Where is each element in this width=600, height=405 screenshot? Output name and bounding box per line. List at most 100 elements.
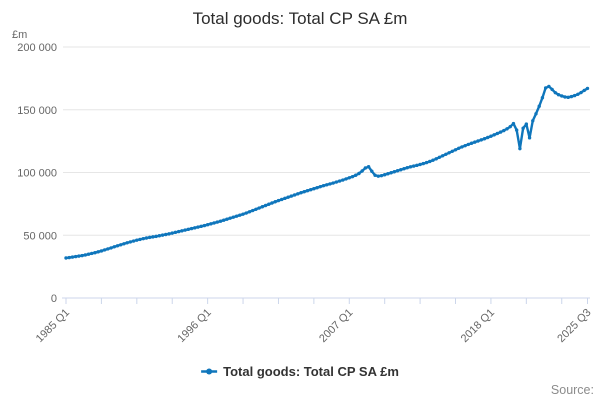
series-point[interactable]: [495, 131, 500, 136]
series-point[interactable]: [312, 186, 316, 191]
series-point[interactable]: [569, 94, 574, 99]
series-point[interactable]: [437, 155, 442, 160]
series-point[interactable]: [453, 148, 458, 152]
series-point[interactable]: [363, 166, 368, 170]
series-point[interactable]: [347, 176, 351, 180]
series-point[interactable]: [543, 86, 548, 90]
series-point[interactable]: [106, 247, 110, 251]
series-point[interactable]: [112, 245, 116, 249]
series-point[interactable]: [212, 221, 216, 225]
series-point[interactable]: [215, 220, 219, 224]
series-point[interactable]: [279, 197, 284, 202]
series-point[interactable]: [77, 254, 81, 258]
series-point[interactable]: [411, 164, 416, 168]
series-point[interactable]: [289, 194, 294, 198]
series-point[interactable]: [251, 208, 255, 213]
series-point[interactable]: [131, 239, 136, 243]
series-point[interactable]: [428, 159, 432, 164]
series-point[interactable]: [321, 183, 326, 188]
series-point[interactable]: [502, 128, 506, 133]
series-point[interactable]: [585, 86, 590, 91]
series-point[interactable]: [579, 90, 583, 95]
legend-item[interactable]: Total goods: Total CP SA £m: [201, 364, 399, 379]
series-point[interactable]: [341, 178, 345, 182]
series-point[interactable]: [164, 232, 168, 237]
series-point[interactable]: [222, 218, 226, 222]
data-series[interactable]: [64, 84, 590, 260]
series-point[interactable]: [286, 195, 290, 199]
series-point[interactable]: [225, 217, 229, 221]
series-point[interactable]: [173, 230, 178, 235]
series-point[interactable]: [176, 229, 181, 234]
series-point[interactable]: [189, 226, 194, 231]
series-point[interactable]: [80, 253, 84, 258]
series-point[interactable]: [392, 170, 397, 174]
series-point[interactable]: [109, 246, 113, 250]
series-point[interactable]: [299, 191, 303, 195]
series-point[interactable]: [67, 255, 71, 260]
series-point[interactable]: [514, 128, 519, 132]
series-point[interactable]: [122, 242, 126, 246]
series-point[interactable]: [276, 198, 281, 203]
series-point[interactable]: [183, 228, 187, 232]
series-point[interactable]: [563, 95, 567, 99]
series-point[interactable]: [469, 141, 474, 145]
series-point[interactable]: [273, 200, 277, 204]
series-point[interactable]: [572, 93, 577, 98]
series-point[interactable]: [128, 240, 133, 244]
series-point[interactable]: [102, 248, 107, 252]
series-point[interactable]: [318, 184, 323, 189]
series-point[interactable]: [402, 167, 406, 171]
series-point[interactable]: [234, 214, 239, 218]
series-point[interactable]: [154, 234, 158, 239]
series-point[interactable]: [527, 136, 532, 140]
series-point[interactable]: [418, 162, 422, 167]
series-point[interactable]: [247, 210, 252, 214]
series-point[interactable]: [218, 219, 223, 223]
series-point[interactable]: [476, 139, 480, 143]
series-point[interactable]: [531, 119, 535, 123]
series-point[interactable]: [521, 126, 525, 130]
series-point[interactable]: [440, 154, 445, 158]
series-point[interactable]: [96, 250, 100, 254]
series-point[interactable]: [399, 168, 403, 172]
series-point[interactable]: [254, 207, 258, 211]
series-point[interactable]: [205, 223, 210, 227]
series-point[interactable]: [489, 134, 493, 138]
series-point[interactable]: [492, 133, 496, 137]
series-point[interactable]: [308, 187, 313, 192]
series-point[interactable]: [99, 249, 104, 253]
series-point[interactable]: [292, 193, 297, 197]
series-point[interactable]: [148, 235, 152, 240]
series-point[interactable]: [537, 104, 541, 108]
series-point[interactable]: [73, 254, 78, 259]
series-point[interactable]: [360, 169, 364, 173]
series-point[interactable]: [511, 121, 516, 126]
series-point[interactable]: [186, 227, 191, 232]
series-point[interactable]: [373, 173, 377, 177]
series-point[interactable]: [386, 172, 390, 176]
series-point[interactable]: [244, 211, 248, 215]
series-point[interactable]: [357, 171, 361, 176]
series-point[interactable]: [447, 151, 451, 155]
series-point[interactable]: [463, 143, 467, 148]
series-point[interactable]: [241, 212, 245, 216]
series-point[interactable]: [305, 189, 310, 193]
series-point[interactable]: [466, 142, 471, 147]
series-point[interactable]: [64, 256, 68, 260]
series-point[interactable]: [260, 205, 265, 209]
series-point[interactable]: [421, 161, 426, 166]
series-point[interactable]: [199, 224, 203, 229]
series-point[interactable]: [331, 181, 335, 185]
series-point[interactable]: [434, 157, 438, 161]
series-point[interactable]: [344, 177, 348, 181]
series-point[interactable]: [325, 183, 329, 187]
series-point[interactable]: [283, 196, 287, 201]
series-point[interactable]: [157, 234, 162, 238]
series-point[interactable]: [144, 236, 149, 240]
series-point[interactable]: [405, 166, 409, 170]
series-point[interactable]: [302, 190, 306, 194]
series-point[interactable]: [138, 237, 142, 242]
series-point[interactable]: [366, 165, 371, 169]
series-point[interactable]: [547, 84, 551, 89]
